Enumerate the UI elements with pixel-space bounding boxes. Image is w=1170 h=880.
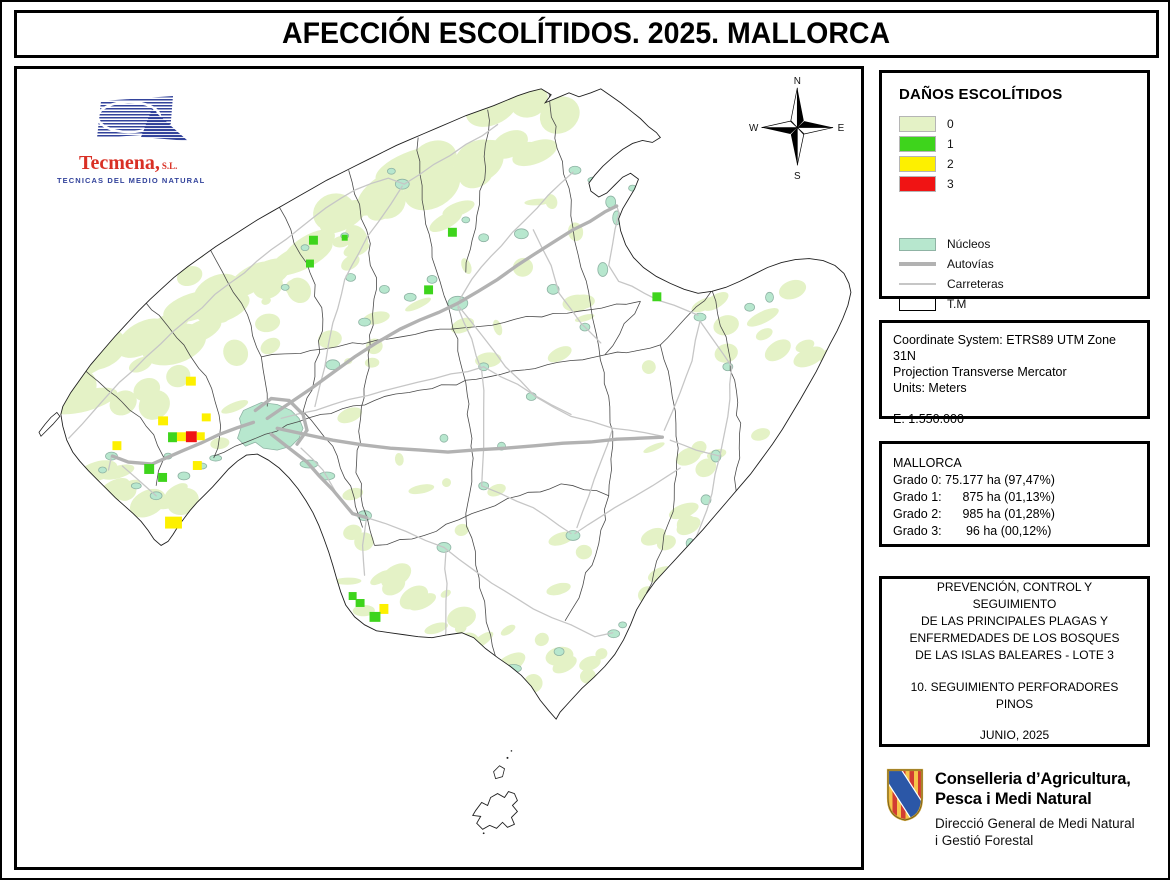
page-title: AFECCIÓN ESCOLÍTIDOS. 2025. MALLORCA	[282, 17, 891, 50]
grade2-swatch	[899, 156, 936, 172]
islet-dot	[506, 756, 509, 759]
coord-line: Units: Meters	[893, 381, 967, 395]
grade0-swatch	[899, 116, 936, 132]
coord-line: Projection Transverse Mercator	[893, 365, 1067, 379]
org-name-line2: Pesca i Medi Natural	[935, 789, 1092, 808]
grade3-swatch	[899, 176, 936, 192]
stats-grado3: Grado 3: 96 ha (00,12%)	[893, 524, 1052, 538]
legend-row-grade0: 0	[899, 114, 1147, 134]
legend-row-tm: T.M	[899, 294, 1147, 314]
carreteras-layer	[68, 123, 733, 666]
legend-row-grade3: 3	[899, 174, 1147, 194]
stats-box: MALLORCA Grado 0: 75.177 ha (97,47%) Gra…	[879, 441, 1150, 547]
island-landmass	[60, 88, 851, 720]
map-frame: N S E W Tecmena, S.L. TECNICAS DEL MEDIO …	[14, 66, 864, 870]
coord-line: Coordinate System: ETRS89 UTM Zone 31N	[893, 333, 1116, 363]
compass-s-label: S	[794, 171, 801, 182]
grade1-swatch	[899, 136, 936, 152]
compass-n-label: N	[794, 76, 801, 87]
tecmena-subtitle: TECNICAS DEL MEDIO NATURAL	[57, 176, 206, 185]
nucleos-swatch	[899, 237, 936, 251]
project-line: ENFERMEDADES DE LOS BOSQUES	[909, 631, 1120, 645]
project-box: PREVENCIÓN, CONTROL Y SEGUIMIENTO DE LAS…	[879, 576, 1150, 747]
org-name-line1: Conselleria d’Agricultura,	[935, 770, 1131, 788]
balearic-coat-of-arms	[886, 768, 924, 822]
scale-line: E: 1:550.000	[893, 412, 964, 426]
autovia-swatch	[899, 262, 936, 266]
islet-dot	[482, 832, 485, 835]
tecmena-name: Tecmena, S.L.	[79, 152, 178, 174]
compass-e-label: E	[838, 123, 845, 134]
stats-grado1: Grado 1: 875 ha (01,13%)	[893, 490, 1055, 504]
coastline	[60, 88, 852, 720]
legend-row-nucleos: Núcleos	[899, 234, 1147, 254]
title-bar: AFECCIÓN ESCOLÍTIDOS. 2025. MALLORCA	[14, 10, 1159, 58]
stats-grado2: Grado 2: 985 ha (01,28%)	[893, 507, 1055, 521]
legend-row-grade1: 1	[899, 134, 1147, 154]
project-line: PREVENCIÓN, CONTROL Y SEGUIMIENTO	[936, 580, 1093, 611]
cabrera-island	[472, 791, 519, 830]
damage-points-layer	[112, 227, 662, 622]
offshore-islets	[38, 411, 519, 835]
dragonera-island	[38, 411, 61, 437]
project-line: DE LAS PRINCIPALES PLAGAS Y	[921, 614, 1108, 628]
islet-dot	[510, 750, 513, 752]
north-arrow: N S E W	[749, 76, 845, 182]
municipality-boundaries	[74, 93, 742, 690]
tecmena-logo-art	[96, 96, 188, 141]
legend-row-carreteras: Carreteras	[899, 274, 1147, 294]
legend-row-autovias: Autovías	[899, 254, 1147, 274]
project-date: JUNIO, 2025	[979, 728, 1050, 742]
legend-box: DAÑOS ESCOLÍTIDOS 0 1 2 3 Núcleos Autoví…	[879, 70, 1150, 311]
legend-title: DAÑOS ESCOLÍTIDOS	[899, 86, 1063, 103]
autovias-layer	[110, 204, 665, 520]
org-dept-line1: Direcció General de Medi Natural	[935, 815, 1135, 831]
stats-grado0: Grado 0: 75.177 ha (97,47%)	[893, 473, 1055, 487]
project-subtitle: 10. SEGUIMIENTO PERFORADORES PINOS	[910, 679, 1119, 711]
carretera-swatch	[899, 283, 936, 285]
legend-row-grade2: 2	[899, 154, 1147, 174]
tecmena-logo: Tecmena, S.L. TECNICAS DEL MEDIO NATURAL	[57, 93, 222, 185]
conselleria-block: Conselleria d’Agricultura, Pesca i Medi …	[886, 768, 1162, 849]
nucleos-layer	[98, 165, 774, 673]
cabrera-islet	[493, 765, 505, 780]
project-line: DE LAS ISLAS BALEARES - LOTE 3	[915, 648, 1114, 662]
mallorca-map[interactable]: N S E W	[17, 69, 861, 867]
org-dept-line2: i Gestió Forestal	[935, 832, 1034, 848]
stats-title: MALLORCA	[893, 456, 962, 470]
coordinate-system-box: Coordinate System: ETRS89 UTM Zone 31N P…	[879, 320, 1150, 457]
tm-swatch	[899, 297, 936, 311]
compass-w-label: W	[749, 123, 759, 134]
